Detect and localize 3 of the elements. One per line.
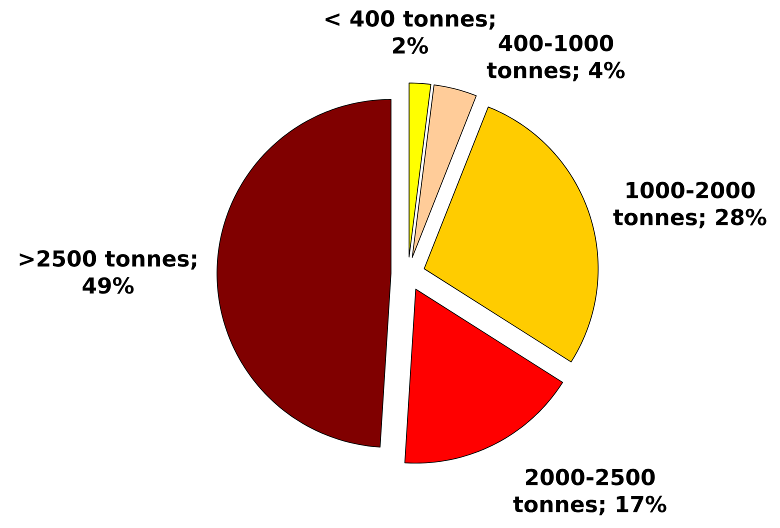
slice-label: 2000-2500 tonnes; 17% <box>513 468 666 516</box>
slice-label: >2500 tonnes; 49% <box>20 250 196 294</box>
slice-label: 1000-2000 tonnes; 28% <box>613 182 766 228</box>
